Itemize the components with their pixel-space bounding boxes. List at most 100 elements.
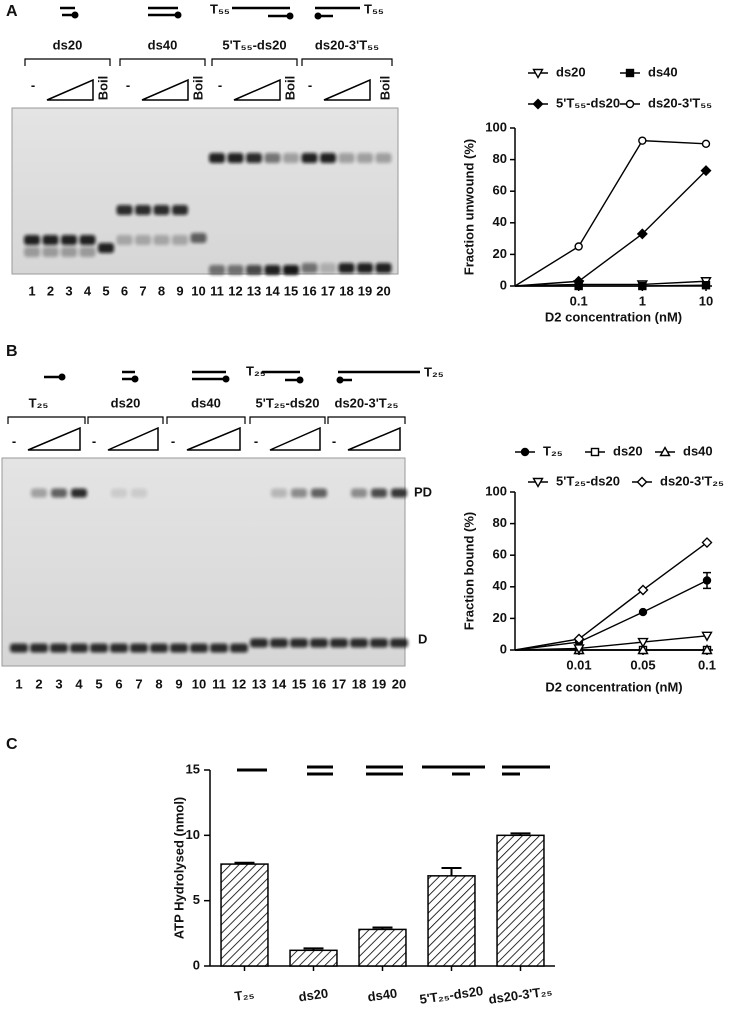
gel-band <box>110 643 128 653</box>
bar <box>289 949 338 967</box>
gel-band <box>172 235 188 245</box>
lane-number: 6 <box>121 283 128 298</box>
gel-band <box>98 243 114 253</box>
gel-band <box>270 638 288 648</box>
bar <box>358 928 407 967</box>
y-tick-label: 80 <box>493 515 507 530</box>
lane-number: 5 <box>95 676 102 691</box>
gel-band <box>227 265 244 275</box>
group-label: ds20-3'T₅₅ <box>315 37 379 52</box>
concentration-wedge <box>347 426 401 451</box>
boil-label: Boil <box>377 76 392 101</box>
marker <box>636 228 648 240</box>
gel-band <box>30 643 48 653</box>
gel-band <box>264 265 281 275</box>
gel-band <box>24 235 40 245</box>
bar <box>427 875 476 967</box>
lane-number: 20 <box>376 283 390 298</box>
band-label: PD <box>414 484 432 499</box>
gel-band <box>338 153 355 163</box>
lane-number: 20 <box>392 676 406 691</box>
lane-number: 15 <box>284 283 298 298</box>
y-tick-label: 20 <box>493 246 507 261</box>
gel-band <box>61 247 77 257</box>
lane-number: 19 <box>372 676 386 691</box>
legend-marker <box>520 447 530 457</box>
legend-marker <box>532 68 544 79</box>
y-tick-label: 80 <box>493 151 507 166</box>
gel-band <box>391 488 407 498</box>
gel-band <box>190 233 207 243</box>
marker <box>638 607 648 617</box>
marker <box>573 275 585 287</box>
boil-label: Boil <box>95 76 110 101</box>
x-tick-label: ds20-3'T₂₅ <box>488 983 553 1007</box>
y-tick-label: 0 <box>193 957 200 972</box>
gel-band <box>283 153 299 163</box>
lane-number: 11 <box>212 676 226 691</box>
gel-band <box>71 488 87 498</box>
gel-image <box>1 457 406 667</box>
y-tick-label: 20 <box>493 610 507 625</box>
lane-number: 8 <box>158 283 165 298</box>
bracket <box>7 416 86 424</box>
concentration-wedge <box>107 426 159 451</box>
bracket <box>249 416 326 424</box>
marker <box>701 281 711 290</box>
marker <box>637 644 649 655</box>
series-line <box>514 635 708 651</box>
x-tick-label: 1 <box>639 293 646 308</box>
group-label: 5'T₅₅-ds20 <box>222 37 286 52</box>
lane-number: 6 <box>115 676 122 691</box>
gel-band <box>246 153 262 163</box>
lane-number: 7 <box>139 283 146 298</box>
gel-band <box>357 263 373 273</box>
group-label: ds20 <box>111 395 141 410</box>
bracket <box>301 58 393 66</box>
group-label: ds20 <box>53 37 83 52</box>
x-tick-label: 5'T₂₅-ds20 <box>419 983 484 1007</box>
marker <box>701 537 713 549</box>
panel-label: A <box>6 3 18 20</box>
group-label: ds20-3'T₂₅ <box>335 395 399 410</box>
group-label: ds40 <box>191 395 221 410</box>
gel-band <box>301 153 318 163</box>
lane-number: 13 <box>252 676 266 691</box>
gel-band <box>172 205 188 215</box>
bracket <box>327 416 406 424</box>
lane-number: 15 <box>292 676 306 691</box>
marker <box>700 165 712 177</box>
marker <box>701 644 713 655</box>
concentration-wedge <box>27 426 81 451</box>
lane-number: 10 <box>191 283 205 298</box>
minus-label: - <box>254 433 258 448</box>
gel-band <box>42 247 59 257</box>
lane-number: 8 <box>155 676 162 691</box>
minus-label: - <box>171 433 175 448</box>
minus-label: - <box>218 77 222 92</box>
lane-number: 17 <box>321 283 335 298</box>
marker <box>637 584 649 596</box>
concentration-wedge <box>46 78 94 101</box>
dna-schematics <box>237 765 550 776</box>
gel-band <box>135 235 151 245</box>
legend-label: ds20 <box>556 64 586 79</box>
x-tick-label: 0.1 <box>698 657 716 672</box>
series-line <box>514 280 707 287</box>
gel-band <box>271 488 287 498</box>
marker <box>701 139 711 149</box>
lane-number: 2 <box>35 676 42 691</box>
gel-band <box>338 263 355 273</box>
gel-band <box>153 205 170 215</box>
gel-band <box>230 643 248 653</box>
dna-schematics <box>44 6 420 382</box>
gel-image <box>11 107 399 275</box>
minus-label: - <box>332 433 336 448</box>
boil-label: Boil <box>282 76 297 101</box>
marker <box>574 242 583 251</box>
lane-number: 10 <box>192 676 206 691</box>
concentration-wedge <box>323 78 371 101</box>
gel-band <box>209 153 225 163</box>
dna-label-dots <box>58 11 344 384</box>
